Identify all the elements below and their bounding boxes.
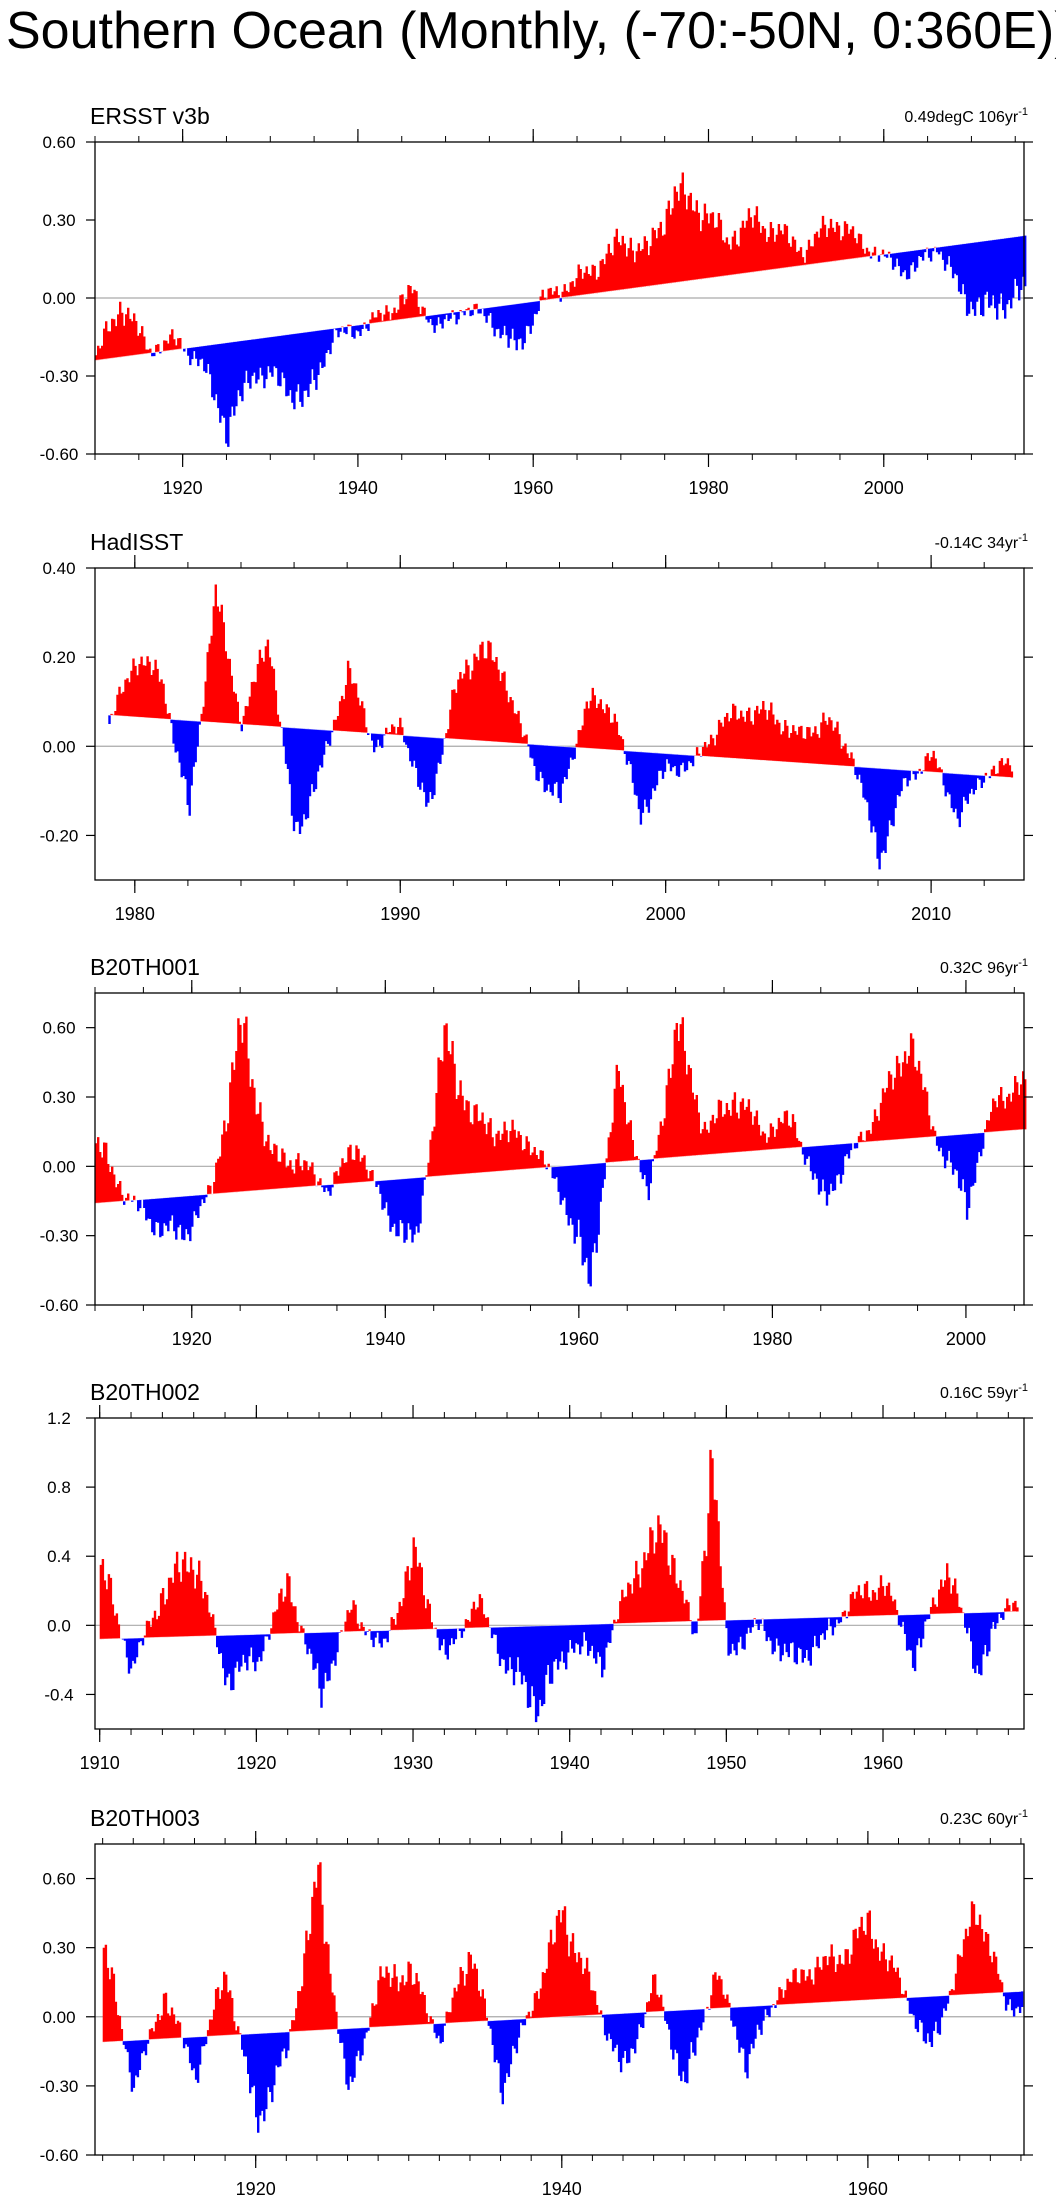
plot-frame xyxy=(94,1417,1025,1730)
panel-title: B20TH003 xyxy=(90,1805,200,1831)
trend-label: -0.14C 34yr-1 xyxy=(935,532,1028,552)
x-tick-label: 1940 xyxy=(550,1753,590,1773)
x-tick-label: 1960 xyxy=(559,1329,599,1349)
y-tick-label: 0.30 xyxy=(42,1088,75,1107)
positive-anomaly-area xyxy=(110,584,1014,778)
x-tick-label: 1980 xyxy=(115,904,155,924)
x-tick-label: 1920 xyxy=(236,1753,276,1773)
y-tick-label: 0.60 xyxy=(42,1019,75,1038)
x-tick-label: 1990 xyxy=(380,904,420,924)
negative-anomaly-area xyxy=(151,235,1027,447)
chart-panel-2: 1980 1990 2000 2010 -0.20 0.00 0.20 0.40 HadISST… xyxy=(40,529,1033,924)
positive-anomaly-area xyxy=(95,172,937,361)
plot-frame xyxy=(94,1843,1025,2156)
chart-panel-1: 1920 1940 1960 1980 2000 -0.60 -0.30 0.00 0.30 0.… xyxy=(40,103,1033,498)
positive-anomaly-area xyxy=(99,1449,1019,1640)
trend-line xyxy=(94,235,1025,361)
trend-line xyxy=(102,1991,1021,2043)
panel-title: ERSST v3b xyxy=(90,103,210,129)
trend-exponent: -1 xyxy=(1018,1808,1028,1820)
x-tick-label: 2000 xyxy=(864,478,904,498)
negative-anomaly-area xyxy=(122,1991,1024,2133)
x-tick-label: 1920 xyxy=(236,2179,276,2199)
y-tick-label: -0.60 xyxy=(40,2146,79,2165)
y-tick-label: -0.4 xyxy=(44,1685,73,1704)
x-tick-label: 1920 xyxy=(163,478,203,498)
trend-exponent: -1 xyxy=(1018,1382,1028,1394)
chart-panel-4: 1910 1920 1930 1940 1950 1960 -0.4 0.0 0.4 0.8 1.2… xyxy=(44,1379,1033,1773)
x-tick-label: 1920 xyxy=(172,1329,212,1349)
y-tick-label: 0.4 xyxy=(47,1547,71,1566)
trend-label: 0.32C 96yr-1 xyxy=(940,957,1028,977)
y-tick-label: -0.60 xyxy=(40,445,79,464)
y-tick-label: -0.30 xyxy=(40,1227,79,1246)
y-tick-label: -0.30 xyxy=(40,2077,79,2096)
y-tick-label: -0.30 xyxy=(40,367,79,386)
x-tick-label: 1960 xyxy=(848,2179,888,2199)
x-tick-label: 1950 xyxy=(706,1753,746,1773)
positive-anomaly-area xyxy=(102,1862,1004,2043)
x-tick-label: 1930 xyxy=(393,1753,433,1773)
x-tick-label: 1940 xyxy=(338,478,378,498)
y-tick-label: 0.00 xyxy=(42,1157,75,1176)
panel-title: B20TH001 xyxy=(90,954,200,980)
x-tick-label: 1960 xyxy=(513,478,553,498)
trend-line xyxy=(99,1611,1017,1640)
x-tick-label: 1910 xyxy=(80,1753,120,1773)
x-tick-label: 1960 xyxy=(863,1753,903,1773)
trend-line xyxy=(108,714,1011,778)
y-tick-label: 0.20 xyxy=(42,648,75,667)
panel-title: HadISST xyxy=(90,529,183,555)
x-tick-label: 1980 xyxy=(752,1329,792,1349)
trend-label: 0.16C 59yr-1 xyxy=(940,1382,1028,1402)
x-tick-label: 2000 xyxy=(946,1329,986,1349)
trend-exponent: -1 xyxy=(1018,532,1028,544)
y-tick-label: 0.8 xyxy=(47,1478,71,1497)
x-tick-label: 2000 xyxy=(646,904,686,924)
x-tick-label: 1940 xyxy=(542,2179,582,2199)
trend-exponent: -1 xyxy=(1018,957,1028,969)
panel-title: B20TH002 xyxy=(90,1379,200,1405)
y-tick-label: 0.00 xyxy=(42,737,75,756)
y-tick-label: 0.30 xyxy=(42,1939,75,1958)
x-tick-label: 1940 xyxy=(365,1329,405,1349)
trend-label: 0.23C 60yr-1 xyxy=(940,1808,1028,1828)
y-tick-label: 0.30 xyxy=(42,211,75,230)
page-title: Southern Ocean (Monthly, (-70:-50N, 0:36… xyxy=(6,2,1056,60)
y-tick-label: 0.00 xyxy=(42,289,75,308)
trend-line xyxy=(94,1128,1025,1204)
y-tick-label: 0.60 xyxy=(42,133,75,152)
y-tick-label: 1.2 xyxy=(47,1409,71,1428)
y-tick-label: 0.0 xyxy=(47,1616,71,1635)
plot-frame xyxy=(94,992,1025,1306)
chart-panel-5: 1920 1940 1960 -0.60 -0.30 0.00 0.30 0.60 B20TH0… xyxy=(40,1805,1033,2199)
negative-anomaly-area xyxy=(108,715,992,870)
y-tick-label: -0.20 xyxy=(40,826,79,845)
x-tick-label: 1980 xyxy=(688,478,728,498)
trend-exponent: -1 xyxy=(1018,106,1028,118)
negative-anomaly-area xyxy=(119,1611,1005,1723)
y-tick-label: 0.40 xyxy=(42,559,75,578)
trend-label: 0.49degC 106yr-1 xyxy=(904,106,1028,126)
y-tick-label: -0.60 xyxy=(40,1296,79,1315)
y-tick-label: 0.60 xyxy=(42,1870,75,1889)
y-tick-label: 0.00 xyxy=(42,2008,75,2027)
chart-panel-3: 1920 1940 1960 1980 2000 -0.60 -0.30 0.00 0.30 0.… xyxy=(40,954,1033,1349)
x-tick-label: 2010 xyxy=(911,904,951,924)
